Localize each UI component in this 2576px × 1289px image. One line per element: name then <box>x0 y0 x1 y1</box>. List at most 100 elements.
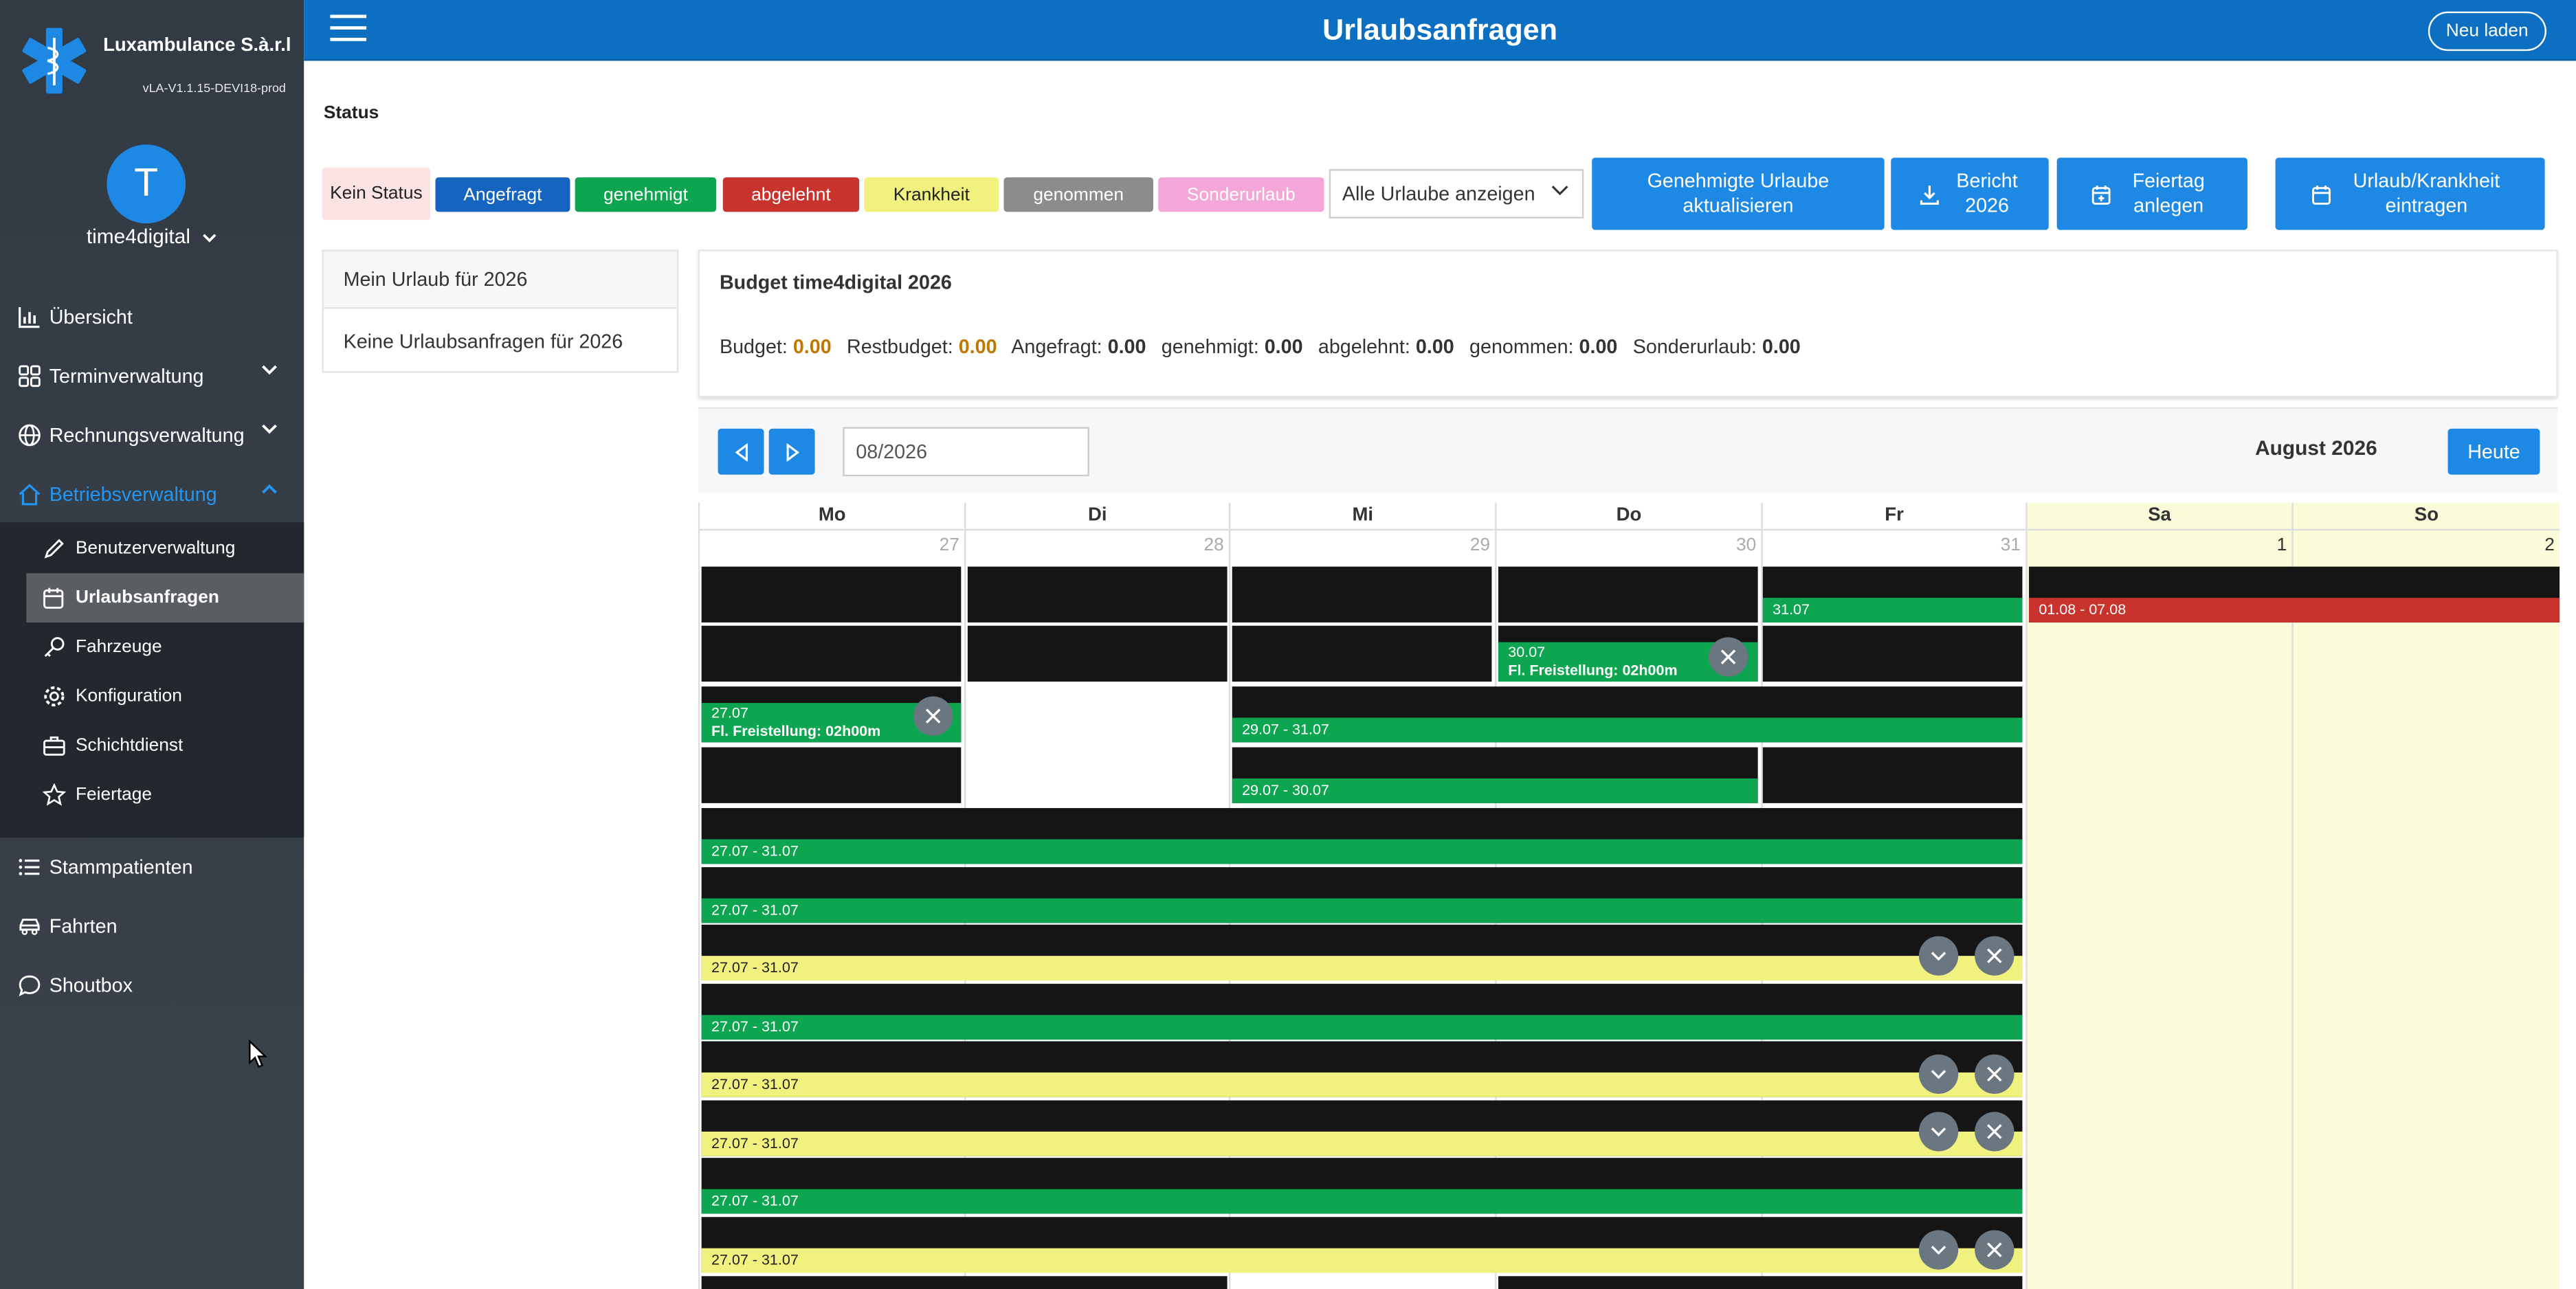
home-icon <box>19 484 41 506</box>
calendar-event[interactable] <box>701 625 962 682</box>
calendar-event[interactable] <box>701 1276 1228 1289</box>
sidebar-item-vehicles[interactable]: Fahrzeuge <box>26 623 304 672</box>
calendar-event[interactable]: 29.07 - 30.07 <box>1232 747 1758 803</box>
calendar-event[interactable] <box>967 625 1228 682</box>
calendar-grid: Mo 27 Di 28 Mi 29 Do 30 Fr 31 Sa 1 So 2 31.07 0… <box>698 502 2560 1289</box>
calendar-event[interactable]: 27.07 - 31.07 <box>701 867 2023 923</box>
calendar-event[interactable]: 27.07 - 31.07 <box>701 808 2023 864</box>
day-number: 28 <box>1203 535 1224 555</box>
calendar-event[interactable] <box>1498 1276 2023 1289</box>
budget-value: 0.00 <box>792 335 832 359</box>
event-label: 29.07 - 31.07 <box>1232 717 2023 743</box>
calendar-event[interactable]: 27.07 - 31.07 <box>701 1100 2023 1156</box>
sidebar-item-holidays[interactable]: Feiertage <box>26 770 304 820</box>
calendar-event[interactable] <box>701 566 962 623</box>
event-date: 30.07 <box>1508 644 1546 660</box>
day-header: Mo <box>700 502 965 531</box>
calendar-icon <box>43 587 64 609</box>
avatar[interactable]: T <box>107 144 186 224</box>
calendar-event[interactable] <box>1232 625 1492 682</box>
sidebar-item-configuration[interactable]: Konfiguration <box>26 672 304 721</box>
nav-item-patients[interactable]: Stammpatienten <box>0 839 304 895</box>
event-detail: Fl. Freistellung: 02h00m <box>1508 662 1678 679</box>
star-of-life-logo-icon <box>22 27 87 94</box>
today-button[interactable]: Heute <box>2447 428 2540 475</box>
grid-icon <box>19 365 41 388</box>
calendar-event[interactable]: 27.07 - 31.07 <box>701 1217 2023 1273</box>
refresh-approved-button[interactable]: Genehmigte Urlaube aktualisieren <box>1592 157 1885 230</box>
event-label: 27.07 - 31.07 <box>701 898 2023 923</box>
report-button[interactable]: Bericht 2026 <box>1891 157 2049 230</box>
bar-chart-icon <box>19 306 40 328</box>
event-detail: Fl. Freistellung: 02h00m <box>711 722 881 739</box>
nav-item-label: Betriebsverwaltung <box>49 482 217 506</box>
chevron-down-icon[interactable] <box>1918 1054 1959 1094</box>
month-input[interactable]: 08/2026 <box>843 427 1089 477</box>
status-chip-sickness: Krankheit <box>864 177 999 212</box>
calendar-event[interactable]: 27.07 - 31.07 <box>701 1158 2023 1214</box>
day-header: Di <box>966 502 1229 531</box>
calendar-event[interactable]: 27.07 - 31.07 <box>701 983 2023 1040</box>
chevron-down-icon[interactable] <box>1918 1112 1959 1152</box>
briefcase-icon <box>43 736 65 756</box>
calendar-event[interactable] <box>967 566 1228 623</box>
user-menu[interactable]: time4digital <box>0 225 304 248</box>
nav-item-trips[interactable]: Fahrten <box>0 898 304 954</box>
chevron-down-icon <box>203 234 217 243</box>
close-icon[interactable] <box>1975 1054 2014 1094</box>
calendar-event[interactable] <box>1232 566 1492 623</box>
day-header: Mi <box>1230 502 1496 531</box>
calendar-event[interactable]: 27.07 Fl. Freistellung: 02h00m <box>701 686 962 743</box>
nav-item-label: Stammpatienten <box>49 855 193 879</box>
chevron-down-icon <box>262 424 277 434</box>
status-chip-special: Sonderurlaub <box>1158 177 1324 212</box>
taken-label: genommen: <box>1469 335 1574 359</box>
hamburger-menu-icon[interactable] <box>330 14 367 45</box>
vacation-filter-select[interactable]: Alle Urlaube anzeigen <box>1329 169 1584 218</box>
key-icon <box>44 637 65 657</box>
close-icon[interactable] <box>913 696 953 736</box>
nav-item-shoutbox[interactable]: Shoutbox <box>0 958 304 1013</box>
vacation-filter-value: Alle Urlaube anzeigen <box>1342 182 1535 205</box>
nav-item-label: Fahrten <box>49 915 118 938</box>
calendar-event[interactable] <box>701 747 962 803</box>
special-label: Sonderurlaub: <box>1632 335 1757 359</box>
chevron-down-icon[interactable] <box>1918 1230 1959 1270</box>
close-icon[interactable] <box>1708 637 1748 677</box>
sidebar-item-shift-service[interactable]: Schichtdienst <box>26 721 304 770</box>
special-value: 0.00 <box>1762 335 1801 359</box>
calendar-event[interactable] <box>1762 747 2023 803</box>
day-column-sun: So 2 <box>2291 502 2560 1289</box>
calendar-event[interactable]: 01.08 - 07.08 <box>2029 566 2560 623</box>
event-date: 27.07 <box>711 704 748 721</box>
rest-budget-value: 0.00 <box>958 335 997 359</box>
calendar-event[interactable] <box>1498 566 1758 623</box>
create-holiday-button[interactable]: Feiertag anlegen <box>2056 157 2247 230</box>
close-icon[interactable] <box>1975 1112 2014 1152</box>
calendar-event[interactable]: 27.07 - 31.07 <box>701 924 2023 981</box>
status-chip-rejected: abgelehnt <box>722 177 860 212</box>
nav-item-operations[interactable]: Betriebsverwaltung <box>0 467 304 522</box>
taken-value: 0.00 <box>1579 335 1618 359</box>
close-icon[interactable] <box>1975 936 2014 976</box>
sidebar-item-vacation-requests[interactable]: Urlaubsanfragen <box>26 573 304 623</box>
next-month-button[interactable] <box>768 428 815 475</box>
enter-vacation-sickness-button[interactable]: Urlaub/Krankheit eintragen <box>2275 157 2545 230</box>
chevron-down-icon[interactable] <box>1918 936 1959 976</box>
chevron-down-icon <box>1551 186 1568 196</box>
nav-item-appointments[interactable]: Terminverwaltung <box>0 348 304 404</box>
calendar-event[interactable]: 27.07 - 31.07 <box>701 1041 2023 1097</box>
prev-month-button[interactable] <box>718 428 764 475</box>
calendar-event[interactable]: 29.07 - 31.07 <box>1232 686 2023 743</box>
nav-item-overview[interactable]: Übersicht <box>0 289 304 345</box>
day-number: 27 <box>939 535 959 555</box>
calendar-event[interactable] <box>1762 625 2023 682</box>
day-number: 30 <box>1735 535 1757 555</box>
sidebar-item-label: Fahrzeuge <box>75 637 162 658</box>
day-header: Do <box>1496 502 1762 531</box>
close-icon[interactable] <box>1975 1230 2014 1270</box>
reload-button[interactable]: Neu laden <box>2428 11 2546 52</box>
sidebar-item-users[interactable]: Benutzerverwaltung <box>26 524 304 574</box>
calendar-event[interactable]: 31.07 <box>1762 566 2023 623</box>
nav-item-invoices[interactable]: Rechnungsverwaltung <box>0 407 304 463</box>
